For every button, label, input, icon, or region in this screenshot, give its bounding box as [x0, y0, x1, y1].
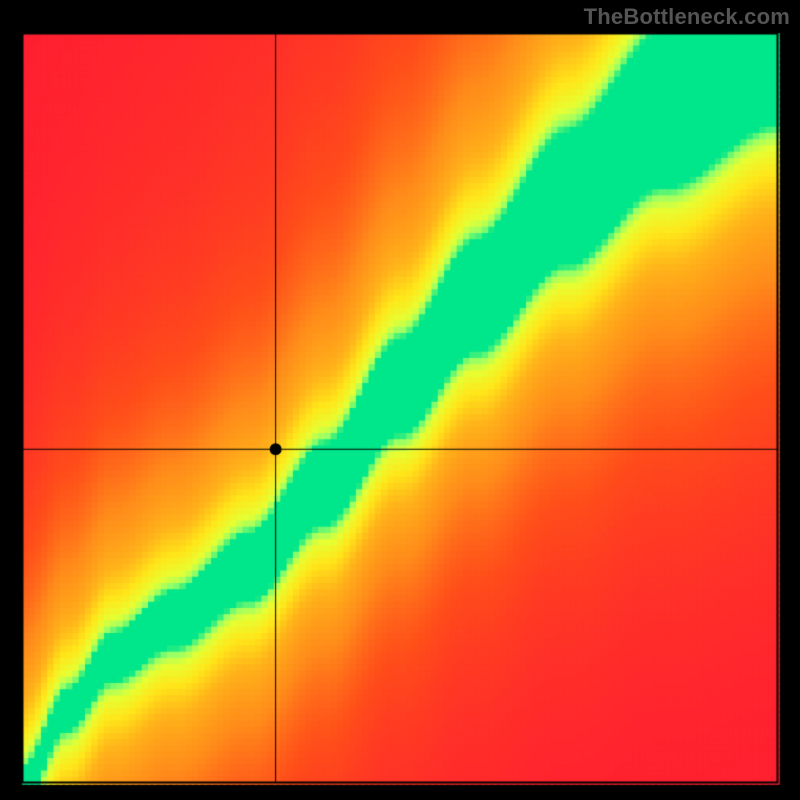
watermark-text: TheBottleneck.com: [584, 4, 790, 30]
heatmap-canvas: [0, 0, 800, 800]
chart-container: TheBottleneck.com: [0, 0, 800, 800]
